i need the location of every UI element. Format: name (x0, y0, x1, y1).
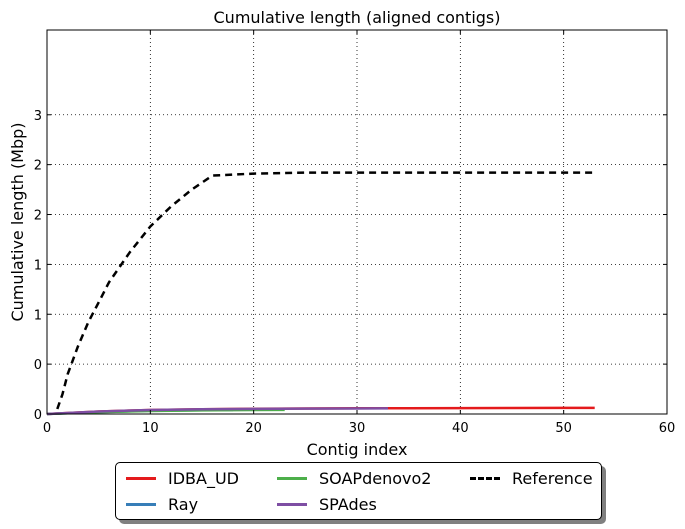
x-tick-label: 10 (142, 421, 159, 436)
x-tick-label: 60 (659, 421, 676, 436)
series-line-reference (56, 171, 595, 410)
legend-entry-spades: SPAdes (277, 492, 377, 516)
legend-label: SOAPdenovo2 (319, 468, 432, 488)
y-tick-label: 1 (34, 308, 42, 323)
y-axis-label: Cumulative length (Mbp) (8, 122, 27, 321)
legend-label: SPAdes (319, 494, 377, 514)
grid (47, 30, 667, 414)
legend-swatch (277, 502, 307, 506)
x-tick-label: 20 (245, 421, 262, 436)
x-tick-label: 0 (43, 421, 51, 436)
legend-entry-ray: Ray (126, 492, 198, 516)
x-tick-label: 40 (452, 421, 469, 436)
series-layer (46, 171, 595, 416)
x-tick-label: 50 (555, 421, 572, 436)
legend-entry-reference: Reference (470, 466, 593, 490)
legend-swatch (126, 476, 156, 480)
x-tick-label: 30 (349, 421, 366, 436)
chart-title: Cumulative length (aligned contigs) (214, 8, 501, 27)
y-tick-label: 1 (34, 258, 42, 273)
y-tick-label: 0 (34, 358, 42, 373)
legend-swatch (126, 502, 156, 506)
y-tick-label: 3 (34, 109, 42, 124)
legend-swatch (470, 476, 500, 480)
legend-entry-soapdenovo2: SOAPdenovo2 (277, 466, 431, 490)
legend-label: Reference (512, 468, 593, 488)
legend-label: Ray (168, 494, 199, 514)
x-axis-label: Contig index (307, 440, 408, 459)
series-line-spades (46, 407, 389, 416)
legend-swatch (277, 476, 307, 480)
y-tick-label: 0 (34, 408, 42, 423)
legend-entry-idba-ud: IDBA_UD (126, 466, 239, 490)
legend: IDBA_UD Ray SOAPdenovo2 SPAdes Reference (115, 462, 602, 520)
y-tick-label: 2 (34, 209, 42, 224)
legend-label: IDBA_UD (168, 468, 239, 488)
y-tick-label: 2 (34, 159, 42, 174)
